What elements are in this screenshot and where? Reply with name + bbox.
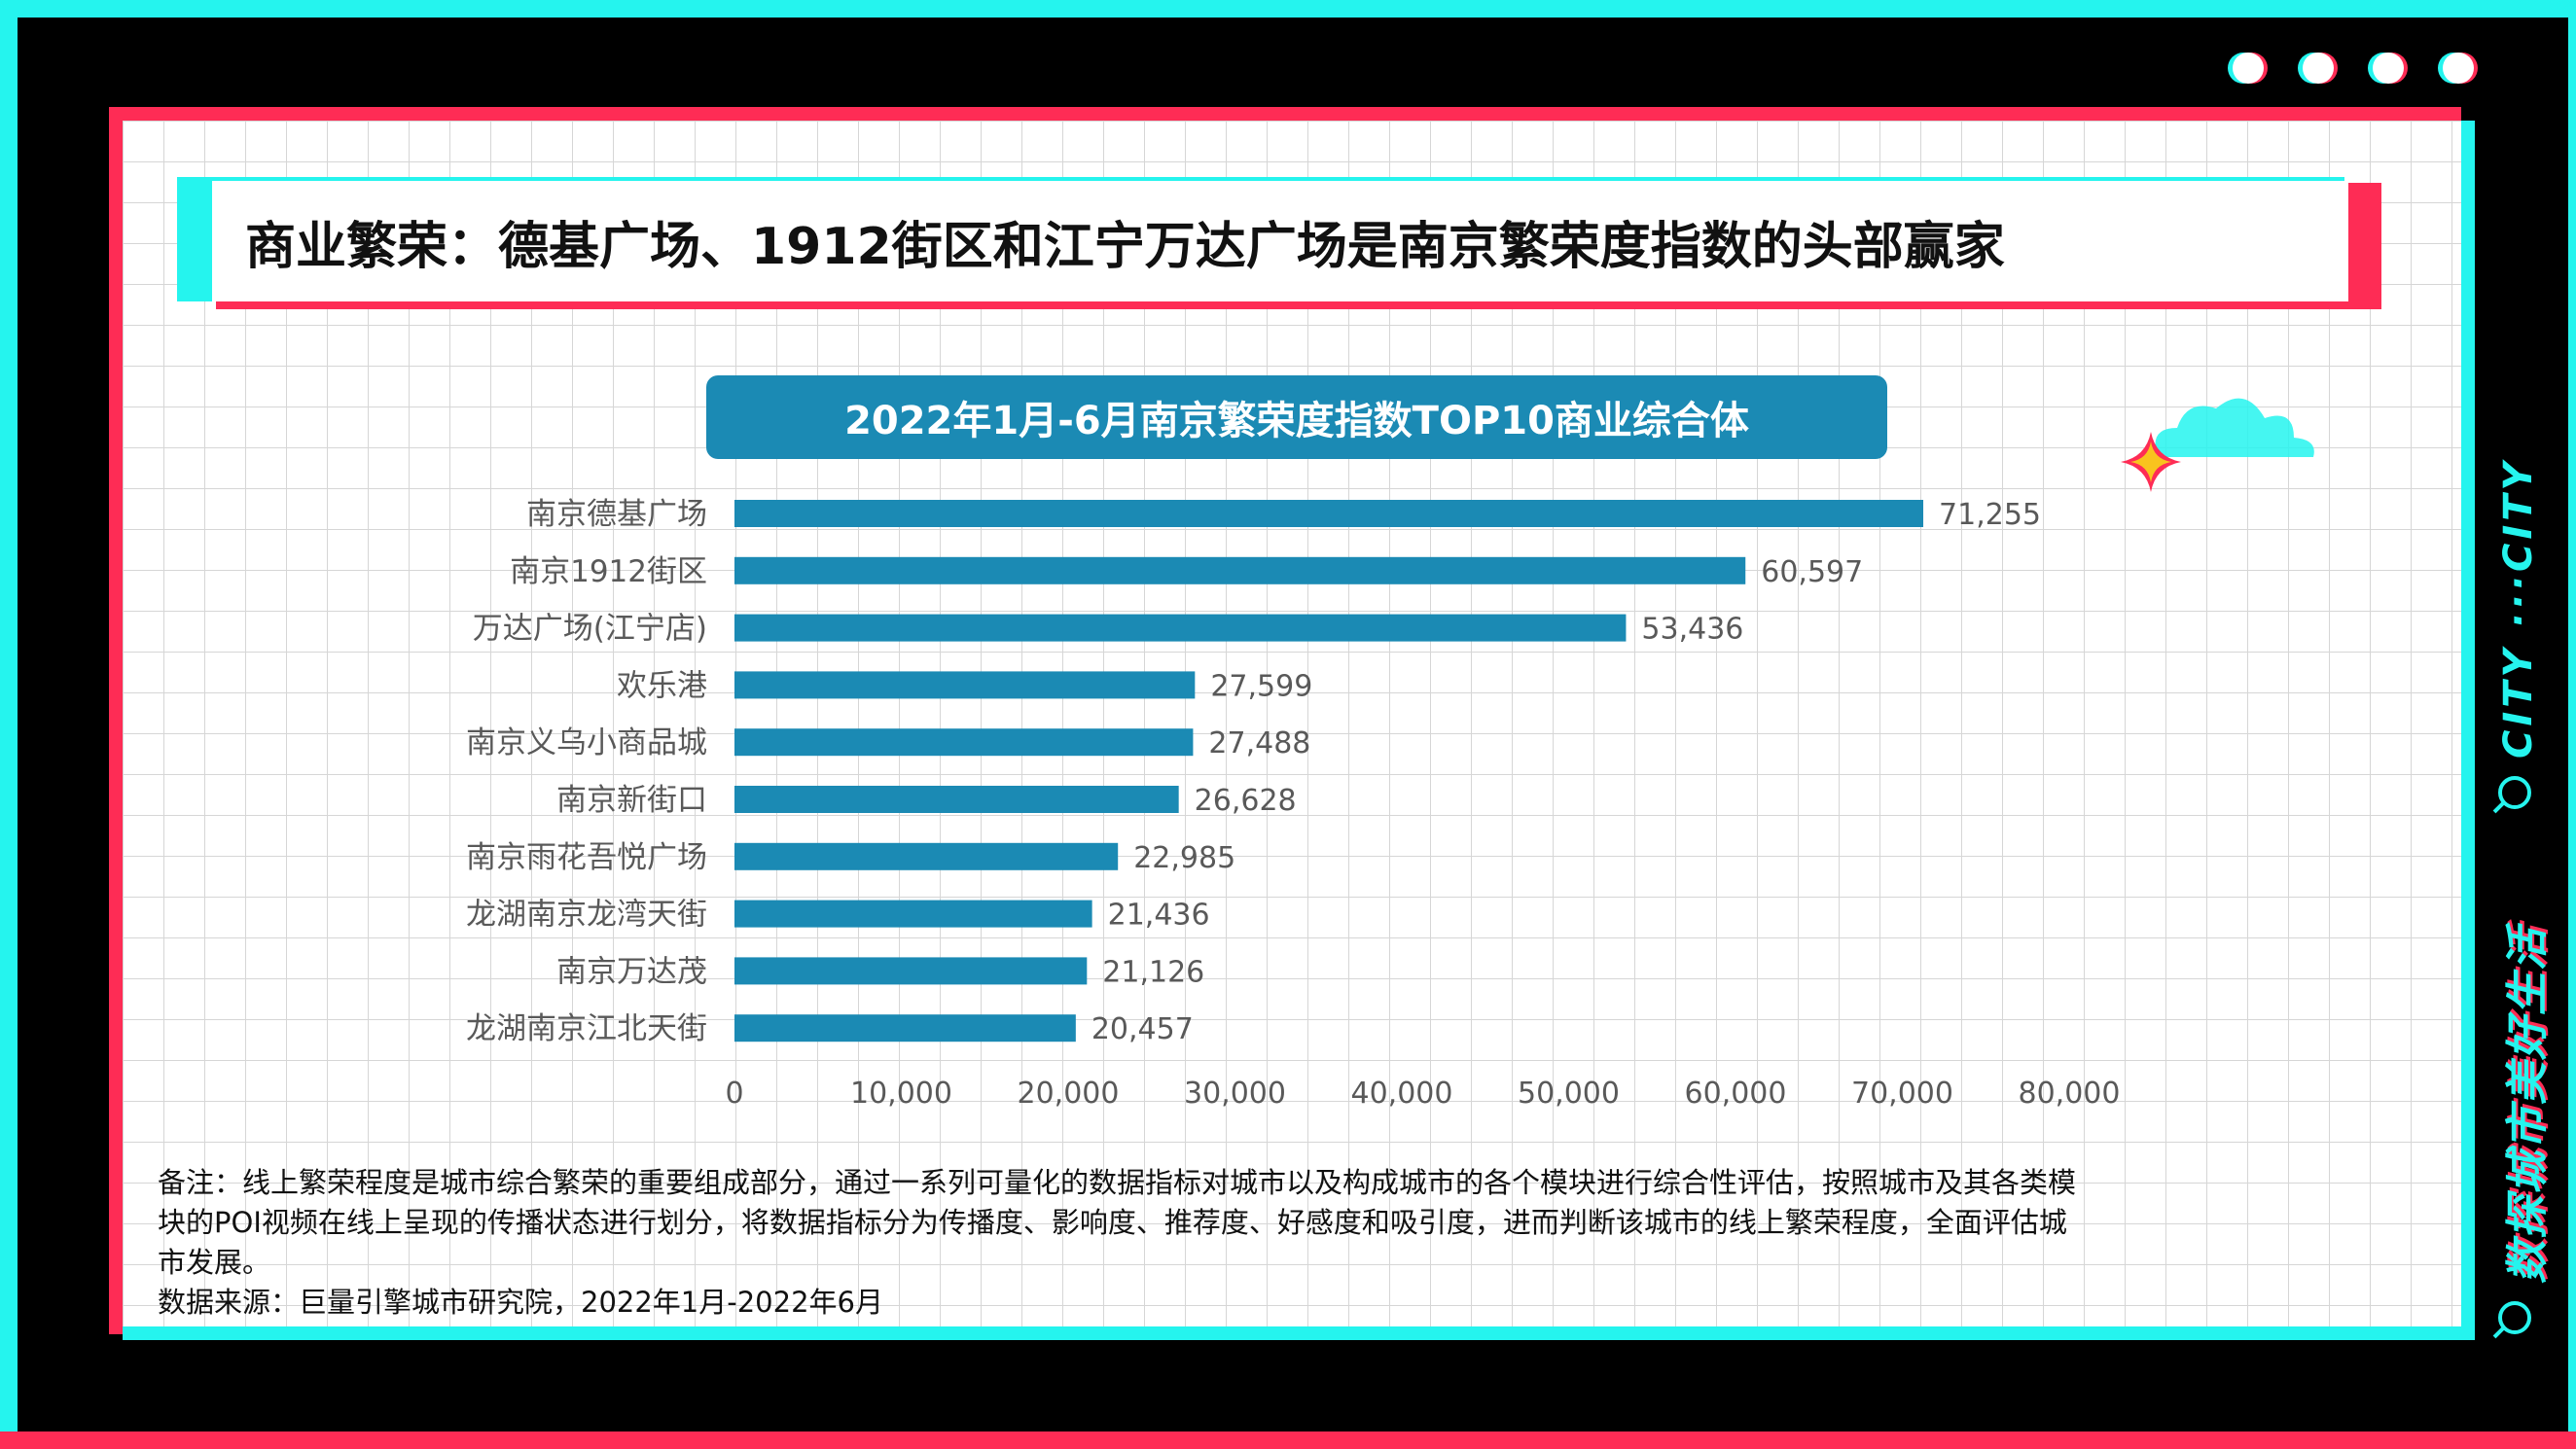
notes-line: 备注：线上繁荣程度是城市综合繁荣的重要组成部分，通过一系列可量化的数据指标对城市…: [158, 1166, 2077, 1199]
side-slogan: 数探城市美好生活: [2503, 926, 2553, 1284]
page-title: 商业繁荣：德基广场、1912街区和江宁万达广场是南京繁荣度指数的头部赢家: [212, 181, 2348, 301]
sparkle-icon: [2121, 432, 2181, 492]
dot-icon: [2443, 53, 2474, 84]
window-dots: [2233, 53, 2474, 84]
content-panel: [123, 121, 2461, 1326]
top-cyan-edge: [0, 0, 2576, 18]
dot-icon: [2373, 53, 2404, 84]
chart-title: 2022年1月-6月南京繁荣度指数TOP10商业综合体: [706, 375, 1887, 459]
search-icon: [2498, 1301, 2531, 1334]
data-source: 数据来源：巨量引擎城市研究院，2022年1月-2022年6月: [158, 1286, 883, 1319]
right-cyan-edge: [2568, 0, 2576, 1449]
cloud-icon: [2155, 398, 2314, 457]
bottom-red-edge: [0, 1431, 2576, 1449]
dot-icon: [2303, 53, 2334, 84]
notes-line: 市发展。: [158, 1246, 271, 1279]
notes-block: 备注：线上繁荣程度是城市综合繁荣的重要组成部分，通过一系列可量化的数据指标对城市…: [158, 1163, 2356, 1323]
dot-icon: [2233, 53, 2264, 84]
left-cyan-edge: [0, 0, 18, 1449]
search-icon: [2498, 776, 2531, 809]
notes-line: 块的POI视频在线上呈现的传播状态进行划分，将数据指标分为传播度、影响度、推荐度…: [158, 1206, 2067, 1239]
side-city-text: CITY ···CITY: [2496, 458, 2541, 760]
